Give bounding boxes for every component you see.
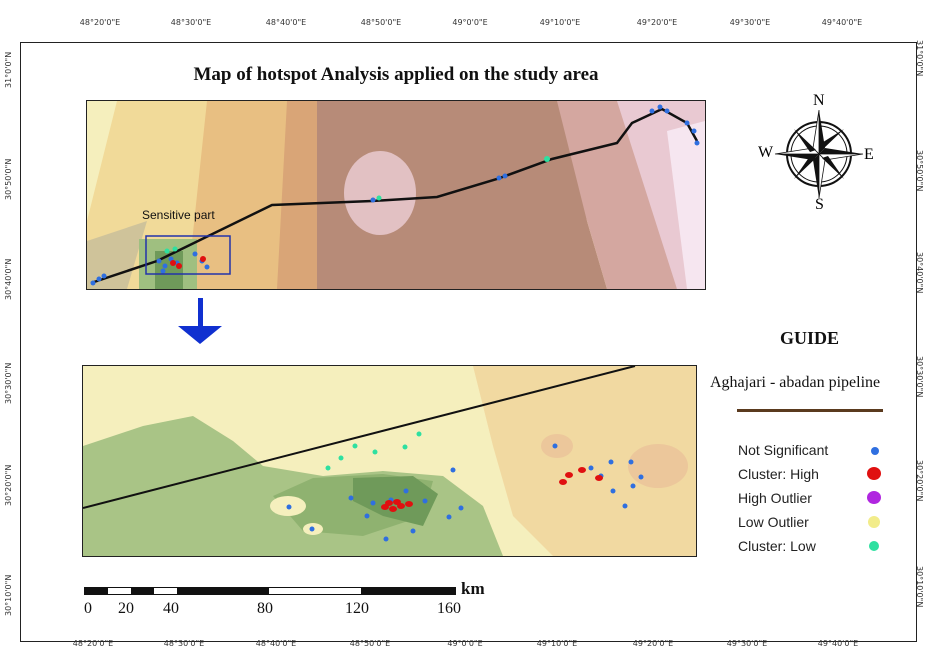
bottom-tick-3: 48°40'0"E bbox=[255, 639, 297, 648]
legend-label-cluster-high: Cluster: High bbox=[738, 466, 819, 482]
left-tick-3: 30°40'0"N bbox=[4, 258, 13, 300]
legend-label-cluster-low: Cluster: Low bbox=[738, 538, 816, 554]
scale-label-20: 20 bbox=[118, 600, 134, 617]
top-tick-8: 49°30'0"E bbox=[729, 18, 771, 27]
guide-title: GUIDE bbox=[780, 328, 840, 348]
compass-icon bbox=[774, 109, 864, 199]
map-frame bbox=[20, 42, 917, 642]
compass-north: N bbox=[813, 92, 825, 109]
scale-label-80: 80 bbox=[257, 600, 273, 617]
scale-bar bbox=[84, 587, 456, 595]
sensitive-part-label: Sensitive part bbox=[142, 208, 215, 222]
bottom-tick-2: 48°30'0"E bbox=[163, 639, 205, 648]
compass-west: W bbox=[758, 144, 774, 161]
overview-map-graphic bbox=[87, 101, 705, 289]
pipeline-legend-line bbox=[737, 409, 883, 412]
top-tick-7: 49°20'0"E bbox=[636, 18, 678, 27]
top-tick-1: 48°20'0"E bbox=[79, 18, 121, 27]
map-title: Map of hotspot Analysis applied on the s… bbox=[193, 64, 599, 85]
legend-dot-cluster-high bbox=[867, 467, 881, 480]
compass-east: E bbox=[864, 146, 874, 163]
compass-rose: N S W E bbox=[758, 92, 880, 213]
right-tick-3: 30°40'0"N bbox=[915, 252, 924, 294]
legend-label-not-significant: Not Significant bbox=[738, 442, 829, 458]
scale-label-120: 120 bbox=[345, 600, 369, 617]
right-tick-5: 30°20'0"N bbox=[915, 460, 924, 502]
scale-label-0: 0 bbox=[84, 600, 92, 617]
zoomed-map[interactable] bbox=[82, 365, 697, 557]
arrow-down-icon bbox=[178, 298, 222, 344]
left-tick-1: 31°0'0"N bbox=[4, 51, 13, 88]
bottom-tick-5: 49°0'0"E bbox=[447, 639, 483, 648]
left-tick-4: 30°30'0"N bbox=[4, 362, 13, 404]
compass-south: S bbox=[815, 196, 824, 213]
legend-label-low-outlier: Low Outlier bbox=[738, 514, 809, 530]
bottom-tick-8: 49°30'0"E bbox=[726, 639, 768, 648]
legend-label-high-outlier: High Outlier bbox=[738, 490, 812, 506]
bottom-tick-6: 49°10'0"E bbox=[536, 639, 578, 648]
left-tick-6: 30°10'0"N bbox=[4, 574, 13, 616]
zoomed-map-graphic bbox=[83, 366, 696, 556]
top-tick-9: 49°40'0"E bbox=[821, 18, 863, 27]
left-tick-2: 30°50'0"N bbox=[4, 158, 13, 200]
scale-label-160: 160 bbox=[437, 600, 461, 617]
bottom-tick-7: 49°20'0"E bbox=[632, 639, 674, 648]
right-tick-2: 30°50'0"N bbox=[915, 150, 924, 192]
right-tick-1: 31°0'0"N bbox=[915, 40, 924, 77]
overview-map[interactable] bbox=[86, 100, 706, 290]
top-tick-2: 48°30'0"E bbox=[170, 18, 212, 27]
legend-dot-low-outlier bbox=[868, 516, 880, 528]
top-tick-4: 48°50'0"E bbox=[360, 18, 402, 27]
scale-unit: km bbox=[461, 579, 485, 598]
top-tick-3: 48°40'0"E bbox=[265, 18, 307, 27]
legend-dot-not-significant bbox=[871, 447, 879, 455]
scale-label-40: 40 bbox=[163, 600, 179, 617]
bottom-tick-9: 49°40'0"E bbox=[817, 639, 859, 648]
bottom-tick-4: 48°50'0"E bbox=[349, 639, 391, 648]
bottom-tick-1: 48°20'0"E bbox=[72, 639, 114, 648]
pipeline-label: Aghajari - abadan pipeline bbox=[710, 374, 881, 391]
right-tick-4: 30°30'0"N bbox=[915, 356, 924, 398]
right-tick-6: 30°10'0"N bbox=[915, 566, 924, 608]
left-tick-5: 30°20'0"N bbox=[4, 464, 13, 506]
top-tick-6: 49°10'0"E bbox=[539, 18, 581, 27]
top-tick-5: 49°0'0"E bbox=[452, 18, 488, 27]
legend-dot-cluster-low bbox=[869, 541, 879, 551]
legend-dot-high-outlier bbox=[867, 491, 881, 504]
